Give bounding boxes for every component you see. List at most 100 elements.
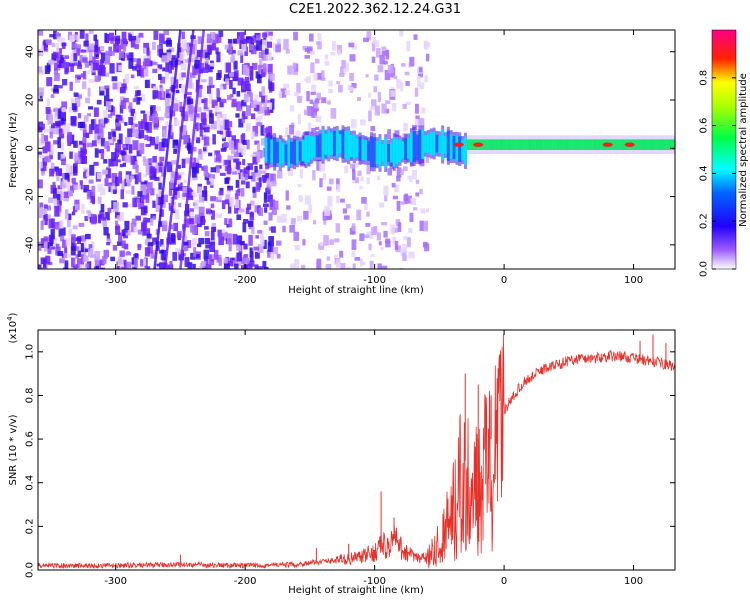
spectrogram-noise-cell: [147, 244, 153, 254]
spectrogram-band-cell: [350, 134, 354, 158]
spectrogram-noise-cell: [138, 121, 144, 130]
spectrogram-noise-cell: [115, 176, 120, 187]
spectrogram-band-cell: [378, 138, 382, 168]
spectrogram-band-cell: [412, 130, 416, 163]
spectrogram-noise-cell: [115, 119, 121, 127]
spectrogram-noise-cell: [62, 267, 69, 269]
spectrogram-noise-cell: [73, 92, 79, 97]
spectrogram-noise-cell: [56, 42, 60, 53]
spectrogram-noise-cell: [40, 133, 44, 144]
spectrogram-noise-cell: [201, 119, 207, 125]
spectrogram-noise-cell: [409, 56, 415, 67]
spectrogram-noise-cell: [400, 201, 405, 205]
colorbar-tick-label: 0.6: [699, 118, 710, 134]
spectrogram-noise-cell: [236, 90, 241, 97]
spectrogram-noise-cell: [46, 77, 53, 87]
spectrogram-noise-cell: [425, 156, 430, 163]
spectrogram-noise-cell: [163, 30, 170, 35]
spectrogram-noise-cell: [190, 157, 196, 169]
spectrogram-noise-cell: [233, 60, 238, 70]
spectrogram-noise-cell: [278, 91, 283, 99]
spectrogram-noise-cell: [250, 37, 255, 45]
spectrogram-noise-cell: [126, 179, 132, 187]
spectrogram-noise-cell: [44, 214, 48, 226]
spectrogram-noise-cell: [306, 90, 310, 102]
spectrogram-noise-cell: [264, 106, 271, 116]
spectrogram-noise-cell: [374, 105, 380, 116]
spectrogram-noise-cell: [51, 42, 56, 48]
spectrogram-noise-cell: [195, 214, 201, 224]
spectrogram-noise-cell: [242, 222, 247, 233]
spectrogram-noise-cell: [299, 169, 304, 179]
spectrogram-noise-cell: [423, 221, 428, 232]
spectrogram-noise-cell: [287, 65, 293, 75]
spectrogram-noise-cell: [104, 178, 109, 187]
spectrogram-noise-cell: [397, 222, 402, 233]
spectrogram-noise-cell: [38, 207, 44, 219]
spectrogram-noise-cell: [207, 268, 213, 269]
spectrogram-noise-cell: [98, 123, 103, 134]
spectrogram-band-cell: [512, 139, 516, 150]
spectrogram-noise-cell: [72, 62, 78, 66]
spectrogram-noise-cell: [289, 224, 295, 233]
spectrogram-noise-cell: [234, 205, 239, 214]
spectrogram-noise-cell: [221, 114, 227, 120]
spectrogram-noise-cell: [104, 212, 110, 221]
spectrogram-band-cell: [327, 130, 331, 158]
spectrogram-noise-cell: [46, 39, 52, 45]
spectrogram-noise-cell: [221, 231, 228, 241]
spectrogram-noise-cell: [87, 113, 92, 117]
spectrogram-noise-cell: [306, 106, 313, 116]
spectrogram-band-cell: [344, 130, 348, 159]
spectrogram-noise-cell: [174, 143, 178, 152]
spectrogram-noise-cell: [390, 87, 395, 91]
spectrogram-band-cell: [555, 139, 559, 150]
spectrogram-noise-cell: [172, 204, 176, 212]
spectrogram-noise-cell: [196, 49, 203, 58]
spectrogram-noise-cell: [176, 191, 181, 198]
spectrogram-noise-cell: [125, 261, 132, 269]
colorbar-ticks: 0.0 0.2 0.4 0.6 0.8: [699, 70, 736, 277]
spectrogram-noise-cell: [94, 251, 101, 261]
spectrogram-marks: [38, 30, 675, 269]
spectrogram-noise-cell: [171, 233, 176, 244]
spectrogram-noise-cell: [94, 75, 100, 82]
spectrogram-noise-cell: [119, 150, 126, 155]
spectrogram-band-cell: [358, 136, 362, 161]
spectrogram-noise-cell: [400, 248, 407, 256]
spectrogram-noise-cell: [140, 259, 144, 267]
spectrogram-noise-cell: [177, 186, 183, 191]
spectrogram-noise-cell: [251, 226, 255, 234]
spectrogram-noise-cell: [115, 212, 120, 218]
spectrogram-noise-cell: [98, 128, 104, 140]
spectrogram-band-cell: [364, 139, 368, 161]
spectrogram-noise-cell: [264, 172, 270, 180]
spectrogram-noise-cell: [202, 267, 208, 269]
spectrogram-noise-cell: [198, 206, 205, 217]
spectrogram-noise-cell: [131, 261, 136, 269]
spectrogram-noise-cell: [235, 113, 240, 118]
spectrogram-noise-cell: [86, 210, 91, 214]
spectrogram-band-cell: [486, 139, 490, 150]
spectrogram-noise-cell: [205, 113, 210, 119]
spectrogram-noise-cell: [270, 173, 276, 184]
spectrogram-noise-cell: [209, 84, 215, 88]
spectrogram-noise-cell: [79, 122, 86, 128]
spectrogram-noise-cell: [60, 181, 66, 189]
spectrogram-noise-cell: [169, 260, 173, 269]
spectrogram-noise-cell: [114, 220, 119, 231]
spectrogram-band-cell: [321, 129, 325, 160]
spectrogram-noise-cell: [324, 205, 331, 216]
spectrogram-noise-cell: [151, 249, 157, 255]
spectrogram-noise-cell: [141, 267, 146, 269]
spectrogram-noise-cell: [241, 145, 246, 156]
spectrogram-noise-cell: [161, 204, 166, 209]
spectrogram-noise-cell: [381, 103, 387, 114]
spectrogram-noise-cell: [154, 142, 159, 150]
spectrogram-x-axis-label: Height of straight line (km): [288, 285, 424, 296]
spectrogram-noise-cell: [199, 69, 203, 74]
spectrogram-band-cell: [526, 139, 530, 150]
spectrogram-band-cell: [643, 139, 647, 150]
spectrogram-noise-cell: [425, 208, 430, 213]
spectrogram-band-cell: [310, 136, 314, 160]
